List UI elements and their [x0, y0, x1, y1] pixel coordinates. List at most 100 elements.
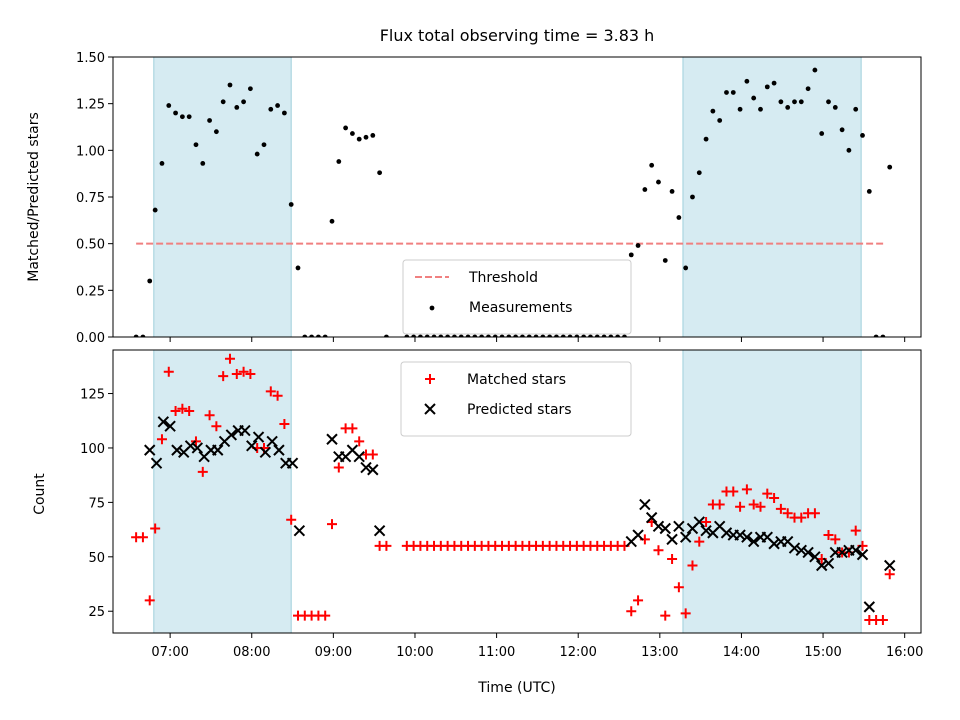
- point-s0-101: [830, 534, 841, 545]
- point-s0-106: [866, 189, 872, 194]
- point-s0-35: [370, 133, 376, 138]
- point-s0-87: [737, 106, 743, 112]
- point-s0-5: [166, 103, 172, 108]
- point-s0-12: [213, 129, 219, 135]
- legend: Threshold Measurements: [402, 259, 632, 335]
- point-s0-45: [452, 334, 457, 337]
- point-s0-36: [377, 170, 383, 176]
- point-s0-13: [220, 99, 226, 105]
- y-tick-label-0: 0.00: [76, 331, 105, 346]
- point-s0-34: [363, 134, 369, 140]
- point-s0-33: [354, 436, 365, 447]
- point-s0-57: [533, 334, 539, 337]
- point-s0-1: [140, 334, 146, 337]
- legend-label-1: Predicted stars: [467, 402, 572, 418]
- point-s1-67: [884, 559, 896, 572]
- point-s0-3: [150, 523, 161, 534]
- point-s1-27: [353, 450, 365, 463]
- point-s0-96: [798, 99, 804, 105]
- point-s1-58: [809, 551, 821, 563]
- point-s1-4: [171, 444, 183, 456]
- point-s0-0: [133, 334, 139, 337]
- point-s0-69: [615, 334, 621, 337]
- shaded-interval-0: [153, 349, 292, 634]
- point-s0-87: [735, 501, 746, 512]
- point-s0-30: [333, 462, 344, 473]
- point-s0-89: [748, 499, 759, 510]
- point-s0-64: [581, 334, 587, 337]
- point-s0-86: [728, 486, 739, 497]
- point-s0-61: [560, 334, 566, 337]
- point-s1-33: [639, 498, 651, 511]
- point-s1-56: [795, 544, 808, 556]
- point-s1-49: [747, 535, 760, 548]
- point-s0-101: [832, 105, 838, 110]
- point-s0-40: [418, 334, 423, 337]
- legend-label-0: Matched stars: [467, 372, 566, 388]
- point-s0-4: [159, 161, 165, 166]
- shaded-interval-0: [153, 56, 292, 338]
- point-s0-89: [751, 95, 757, 101]
- point-s0-47: [465, 334, 471, 337]
- point-s0-104: [853, 106, 859, 112]
- legend-box: [400, 361, 632, 437]
- point-s0-94: [782, 508, 793, 519]
- point-s1-62: [836, 546, 848, 559]
- top-y-axis-label: Matched/Predicted stars: [26, 112, 42, 282]
- x-axis-label: Time (UTC): [477, 680, 555, 696]
- y-tick-label-2: 75: [88, 496, 105, 511]
- point-s0-26: [309, 334, 314, 337]
- x-tick-label-6: 13:00: [641, 645, 678, 660]
- point-s1-60: [822, 557, 835, 570]
- x-tick-label-2: 09:00: [315, 645, 352, 660]
- y-tick-label-1: 50: [88, 551, 105, 566]
- point-s1-30: [373, 524, 386, 537]
- point-s0-76: [662, 258, 668, 263]
- point-s0-91: [764, 84, 770, 90]
- axes-frame: [112, 349, 922, 634]
- point-s1-2: [157, 416, 170, 428]
- point-s1-19: [273, 444, 285, 456]
- point-s0-4: [156, 434, 167, 445]
- point-s0-88: [741, 484, 752, 495]
- point-s0-105: [860, 133, 865, 138]
- point-s1-17: [259, 446, 272, 459]
- point-s0-90: [755, 501, 766, 512]
- point-s1-34: [645, 511, 658, 524]
- point-s0-1: [137, 532, 148, 543]
- point-s1-42: [700, 524, 712, 537]
- chart-title: Flux total observing time = 3.83 h: [380, 26, 655, 45]
- point-s0-49: [479, 334, 485, 337]
- point-s0-7: [179, 114, 185, 120]
- point-s0-9: [193, 142, 199, 148]
- point-s0-103: [846, 147, 852, 153]
- point-s0-23: [288, 202, 294, 207]
- point-s1-55: [788, 542, 801, 554]
- point-s0-11: [207, 118, 212, 123]
- bottom-panel: 25 50 75 100 125 07:00 08:00 09:00 10:00 11:00 12:…: [80, 349, 923, 660]
- point-s0-75: [653, 545, 664, 556]
- point-s0-74: [649, 162, 655, 168]
- point-s0-13: [218, 371, 229, 382]
- point-s0-8: [184, 405, 195, 416]
- point-s0-62: [567, 334, 573, 337]
- point-s0-16: [241, 99, 246, 105]
- point-s0-3: [152, 207, 158, 213]
- point-s1-10: [212, 444, 224, 456]
- point-s0-82: [701, 516, 712, 527]
- y-tick-label-0: 25: [88, 605, 105, 620]
- point-s0-65: [588, 334, 593, 337]
- point-s0-2: [147, 278, 153, 284]
- point-s0-22: [281, 110, 287, 116]
- point-s0-38: [404, 334, 410, 337]
- point-s0-93: [775, 503, 786, 514]
- point-s0-98: [812, 67, 818, 73]
- point-s0-58: [540, 334, 546, 337]
- point-s0-37: [384, 334, 389, 337]
- point-s0-17: [245, 368, 256, 379]
- point-s0-39: [411, 334, 417, 337]
- point-s0-50: [486, 334, 491, 337]
- point-s0-25: [302, 334, 308, 337]
- point-s0-63: [574, 334, 580, 337]
